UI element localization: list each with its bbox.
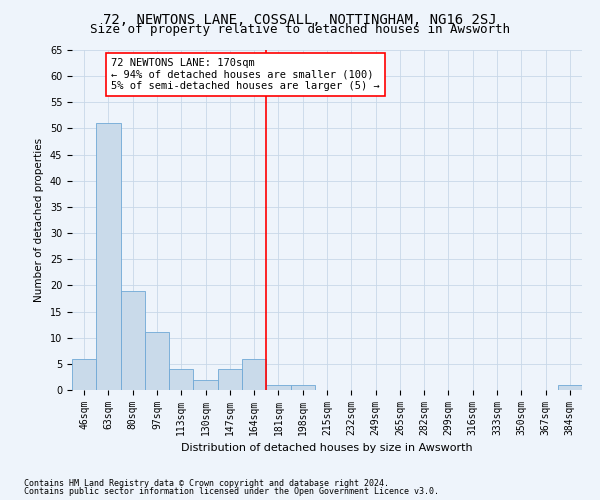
Bar [558,385,582,390]
Text: Contains HM Land Registry data © Crown copyright and database right 2024.: Contains HM Land Registry data © Crown c… [24,478,389,488]
Bar [242,358,266,390]
Bar [218,369,242,390]
Bar [96,123,121,390]
Bar [290,385,315,390]
Text: Contains public sector information licensed under the Open Government Licence v3: Contains public sector information licen… [24,487,439,496]
Bar [121,290,145,390]
Bar [169,369,193,390]
Bar [266,385,290,390]
Text: Size of property relative to detached houses in Awsworth: Size of property relative to detached ho… [90,22,510,36]
X-axis label: Distribution of detached houses by size in Awsworth: Distribution of detached houses by size … [181,444,473,454]
Text: 72, NEWTONS LANE, COSSALL, NOTTINGHAM, NG16 2SJ: 72, NEWTONS LANE, COSSALL, NOTTINGHAM, N… [103,12,497,26]
Text: 72 NEWTONS LANE: 170sqm
← 94% of detached houses are smaller (100)
5% of semi-de: 72 NEWTONS LANE: 170sqm ← 94% of detache… [111,58,380,91]
Y-axis label: Number of detached properties: Number of detached properties [34,138,44,302]
Bar [193,380,218,390]
Bar [72,358,96,390]
Bar [145,332,169,390]
